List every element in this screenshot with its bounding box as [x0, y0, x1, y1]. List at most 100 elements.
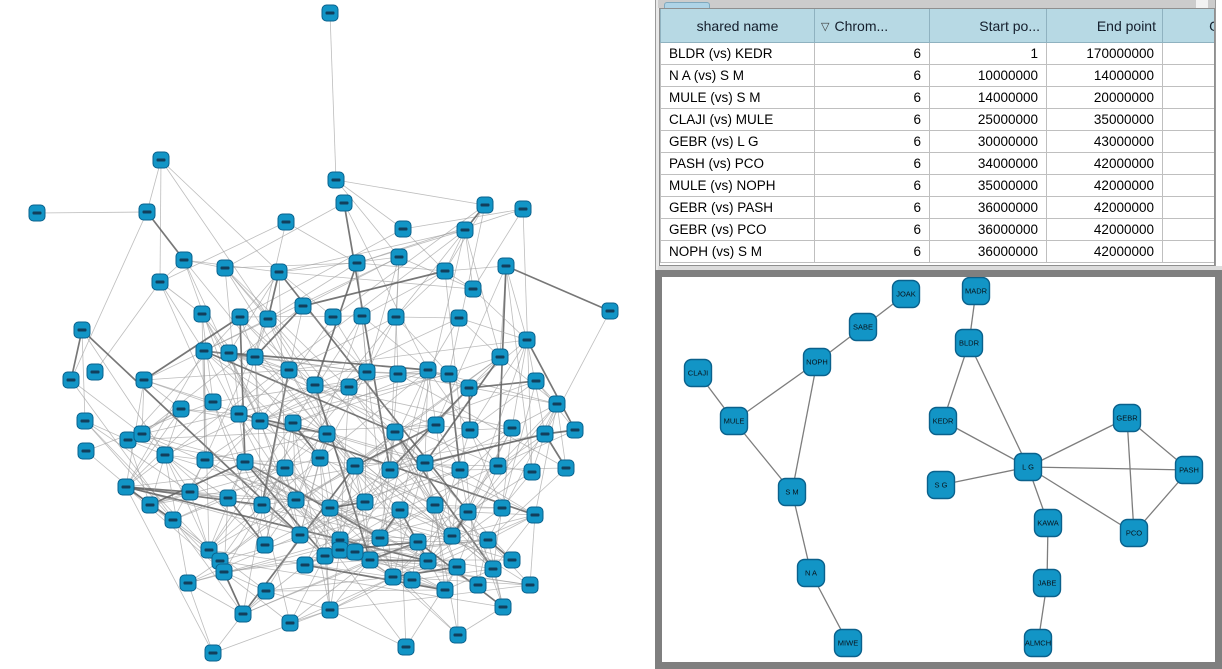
- cell[interactable]: 10.5: [1162, 174, 1214, 197]
- graph-node-bldr[interactable]: [954, 328, 984, 358]
- cell[interactable]: 42000000: [1046, 152, 1163, 175]
- column-header-chrom---[interactable]: ▽ Chrom...: [814, 9, 930, 43]
- cell[interactable]: 20000000: [1046, 86, 1163, 109]
- graph-edge: [212, 401, 263, 506]
- table-row[interactable]: GEBR (vs) PCO636000000420000008.4: [660, 218, 1214, 241]
- cell[interactable]: 7.5: [1162, 86, 1214, 109]
- cell[interactable]: MULE (vs) S M: [660, 86, 815, 109]
- cell[interactable]: 9.9: [1162, 240, 1214, 263]
- cell[interactable]: GEBR (vs) PCO: [660, 218, 815, 241]
- cell[interactable]: 8.9: [1162, 196, 1214, 219]
- cell[interactable]: 170000000: [1046, 42, 1163, 65]
- cell[interactable]: 11.4: [1162, 152, 1214, 175]
- graph-edge: [505, 265, 611, 312]
- cell[interactable]: 34000000: [929, 152, 1047, 175]
- graph-edge: [544, 310, 611, 435]
- graph-node-madr[interactable]: [961, 277, 991, 306]
- filter-icon[interactable]: ▽: [821, 20, 830, 33]
- cell[interactable]: CLAJI (vs) MULE: [660, 108, 815, 131]
- cell[interactable]: 16.9: [1162, 130, 1214, 153]
- table-row[interactable]: NOPH (vs) S M636000000420000009.9: [660, 240, 1214, 263]
- graph-node-pash[interactable]: [1174, 455, 1204, 485]
- table-row[interactable]: PASH (vs) PCO6340000004200000011.4: [660, 152, 1214, 175]
- cell[interactable]: 35000000: [929, 174, 1047, 197]
- cell[interactable]: MULE (vs) NOPH: [660, 174, 815, 197]
- graph-node-pco[interactable]: [1119, 518, 1149, 548]
- cell[interactable]: 30000000: [929, 130, 1047, 153]
- graph-edge: [435, 424, 453, 537]
- graph-node-noph[interactable]: [802, 347, 832, 377]
- table-row[interactable]: MULE (vs) NOPH6350000004200000010.5: [660, 174, 1214, 197]
- graph-edge: [125, 467, 286, 488]
- graph-node-l-g[interactable]: [1013, 452, 1043, 482]
- graph-node-kawa[interactable]: [1033, 508, 1063, 538]
- cell[interactable]: 14000000: [929, 86, 1047, 109]
- graph-node-n-a[interactable]: [796, 558, 826, 588]
- column-header-start-po---[interactable]: Start po...: [929, 9, 1047, 43]
- cell[interactable]: 36000000: [929, 218, 1047, 241]
- cell[interactable]: BLDR (vs) KEDR: [660, 42, 815, 65]
- graph-node-jabe[interactable]: [1032, 568, 1062, 598]
- table-row[interactable]: GEBR (vs) L G6300000004300000016.9: [660, 130, 1214, 153]
- graph-node-almch[interactable]: [1023, 628, 1053, 658]
- graph-node-joak[interactable]: [891, 279, 921, 309]
- cell[interactable]: 10000000: [929, 64, 1047, 87]
- subnetwork-canvas[interactable]: JOAK MADR SABE BLDR NOPH CLAJI MULE KEDR GEBR L G…: [662, 277, 1215, 662]
- graph-node-s-g[interactable]: [926, 470, 956, 500]
- graph-node-gebr[interactable]: [1112, 403, 1142, 433]
- cell[interactable]: 6.6: [1162, 64, 1214, 87]
- dense-network-canvas[interactable]: [0, 0, 655, 669]
- cell[interactable]: 6: [814, 174, 930, 197]
- cell[interactable]: 6: [814, 64, 930, 87]
- graph-node-s-m[interactable]: [777, 477, 807, 507]
- cell[interactable]: 42000000: [1046, 174, 1163, 197]
- graph-edge: [314, 317, 460, 386]
- cell[interactable]: 35000000: [1046, 108, 1163, 131]
- cell[interactable]: 43000000: [1046, 130, 1163, 153]
- node-label: [440, 588, 450, 592]
- column-header-genetic---[interactable]: Genetic...: [1162, 9, 1214, 43]
- cell[interactable]: 1: [929, 42, 1047, 65]
- table-row[interactable]: GEBR (vs) PASH636000000420000008.9: [660, 196, 1214, 219]
- cell[interactable]: 14000000: [1046, 64, 1163, 87]
- cell[interactable]: NOPH (vs) S M: [660, 240, 815, 263]
- cell[interactable]: 192.0: [1162, 42, 1214, 65]
- cell[interactable]: 6: [814, 240, 930, 263]
- cell[interactable]: GEBR (vs) L G: [660, 130, 815, 153]
- graph-node-sabe[interactable]: [848, 312, 878, 342]
- cell[interactable]: 42000000: [1046, 240, 1163, 263]
- cell[interactable]: 6: [814, 108, 930, 131]
- tab-fragment[interactable]: [664, 2, 710, 9]
- graph-node-mule[interactable]: [719, 406, 749, 436]
- column-header-end-point[interactable]: End point: [1046, 9, 1163, 43]
- cell[interactable]: 6: [814, 42, 930, 65]
- cell[interactable]: 36000000: [929, 196, 1047, 219]
- cell[interactable]: 6: [814, 152, 930, 175]
- cell[interactable]: 6: [814, 130, 930, 153]
- cell[interactable]: 25000000: [929, 108, 1047, 131]
- table-row[interactable]: BLDR (vs) KEDR61170000000192.0: [660, 42, 1214, 65]
- graph-node-kedr[interactable]: [928, 406, 958, 436]
- dense-network-svg[interactable]: [0, 0, 655, 669]
- cell[interactable]: 6: [814, 86, 930, 109]
- graph-node-miwe[interactable]: [833, 628, 863, 658]
- cell[interactable]: 42000000: [1046, 218, 1163, 241]
- cell[interactable]: 5.9: [1162, 108, 1214, 131]
- table-row[interactable]: CLAJI (vs) MULE625000000350000005.9: [660, 108, 1214, 131]
- cell[interactable]: 6: [814, 218, 930, 241]
- column-header-shared-name[interactable]: shared name: [660, 9, 815, 43]
- graph-edge: [299, 457, 321, 536]
- cell[interactable]: 6: [814, 196, 930, 219]
- cell[interactable]: GEBR (vs) PASH: [660, 196, 815, 219]
- cell[interactable]: 36000000: [929, 240, 1047, 263]
- cell[interactable]: PASH (vs) PCO: [660, 152, 815, 175]
- graph-edge: [227, 497, 266, 546]
- cell[interactable]: 8.4: [1162, 218, 1214, 241]
- graph-node-claji[interactable]: [683, 358, 713, 388]
- table-row[interactable]: N A (vs) S M610000000140000006.6: [660, 64, 1214, 87]
- cell[interactable]: N A (vs) S M: [660, 64, 815, 87]
- cell[interactable]: 42000000: [1046, 196, 1163, 219]
- table-row[interactable]: MULE (vs) S M614000000200000007.5: [660, 86, 1214, 109]
- node-label: L G: [1022, 463, 1034, 472]
- edge-attribute-table-panel: shared name ▽ Chrom... Start po... End point…: [659, 8, 1215, 266]
